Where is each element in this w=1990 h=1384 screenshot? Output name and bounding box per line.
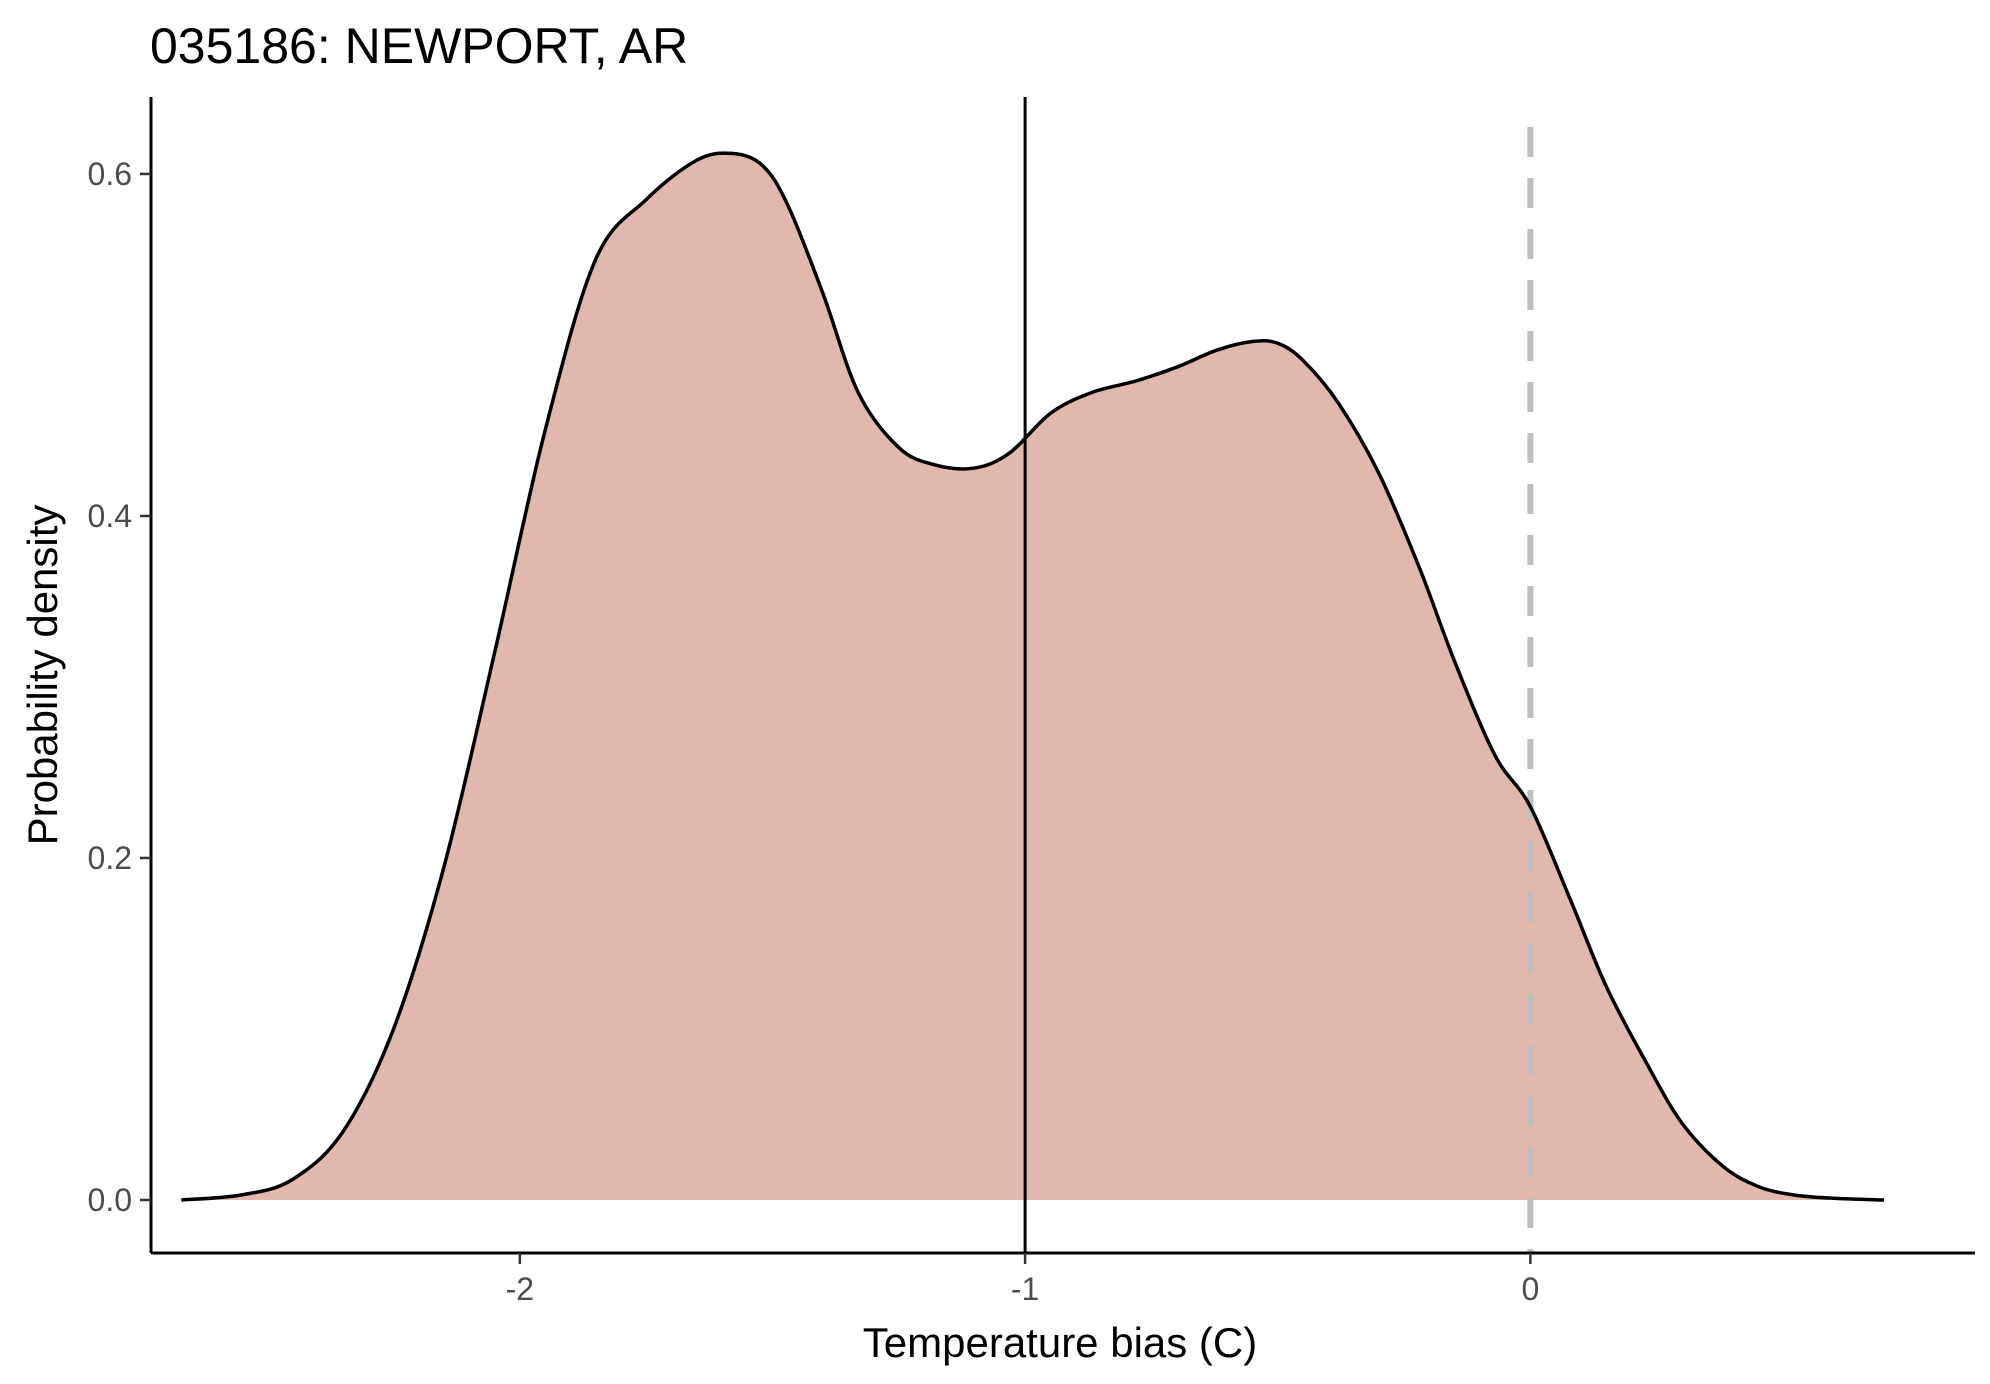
x-tick-label: 0 [1521,1271,1539,1307]
y-tick-label: 0.6 [88,156,132,192]
density-curve [181,151,1885,1202]
y-tick-label: 0.0 [88,1182,132,1218]
x-tick-label: -1 [1011,1271,1039,1307]
x-tick-label: -2 [506,1271,534,1307]
y-axis-title: Probability density [19,505,66,846]
y-axis: 0.0 0.2 0.4 0.6 [88,97,153,1253]
x-axis: -2 -1 0 [151,1251,1975,1307]
y-tick-label: 0.2 [88,840,132,876]
density-fill-area [181,153,1885,1200]
x-axis-title: Temperature bias (C) [863,1319,1257,1366]
plot-area [181,97,1885,1253]
y-tick-label: 0.4 [88,498,132,534]
chart-title: 035186: NEWPORT, AR [150,18,688,74]
